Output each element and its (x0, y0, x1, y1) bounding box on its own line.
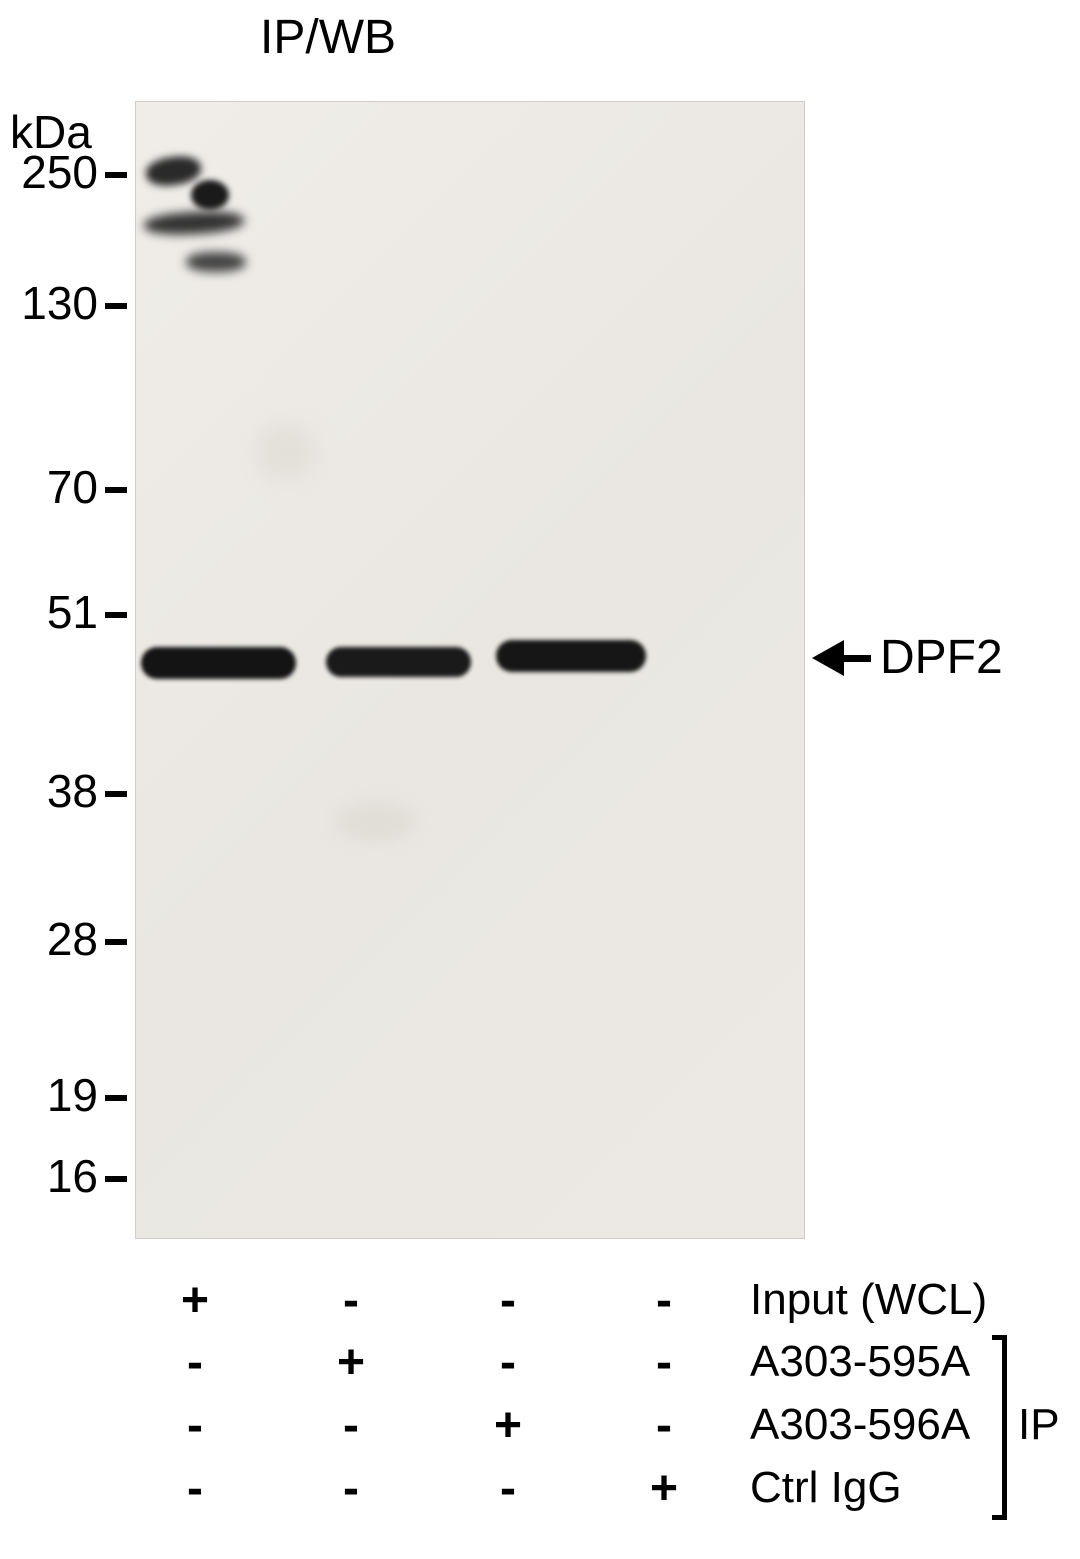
mw-tickmark (105, 612, 127, 618)
blot-noise (336, 802, 416, 842)
nonspecific-band (144, 153, 202, 188)
dpf2-band-lane1 (141, 647, 296, 679)
ip-bracket (1002, 1335, 1007, 1520)
mw-tick-70: 70 (8, 460, 98, 514)
nonspecific-band (186, 252, 246, 272)
ip-bracket-tick (992, 1515, 1004, 1520)
mw-tickmark (105, 303, 127, 309)
mw-tick-130: 130 (8, 276, 98, 330)
mw-tick-28: 28 (8, 912, 98, 966)
legend-symbol: + (326, 1335, 376, 1390)
mw-tickmark (105, 791, 127, 797)
legend-symbol: - (483, 1461, 533, 1516)
legend-symbol: - (639, 1398, 689, 1453)
legend-row-label: Ctrl IgG (750, 1463, 902, 1513)
mw-tick-38: 38 (8, 764, 98, 818)
legend-symbol: - (170, 1461, 220, 1516)
legend-symbol: - (639, 1335, 689, 1390)
mw-tickmark (105, 1095, 127, 1101)
dpf2-band-lane3 (496, 640, 646, 672)
nonspecific-band (143, 209, 244, 236)
legend-symbol: - (326, 1461, 376, 1516)
legend-symbol: - (170, 1335, 220, 1390)
legend-symbol: + (639, 1461, 689, 1516)
dpf2-band-lane2 (326, 647, 471, 677)
legend-row-label: A303-595A (750, 1337, 970, 1387)
nonspecific-band (191, 180, 229, 210)
blot-membrane (135, 101, 805, 1239)
legend-symbol: - (483, 1335, 533, 1390)
legend-symbol: + (170, 1273, 220, 1328)
ip-bracket-tick (992, 1335, 1004, 1340)
legend-symbol: - (483, 1273, 533, 1328)
mw-tick-51: 51 (8, 585, 98, 639)
mw-tick-16: 16 (8, 1149, 98, 1203)
blot-noise (256, 422, 316, 482)
mw-tickmark (105, 172, 127, 178)
target-band-label: DPF2 (880, 630, 1003, 685)
arrow-stem (843, 655, 871, 662)
legend-symbol: - (326, 1273, 376, 1328)
mw-tickmark (105, 1176, 127, 1182)
legend-symbol: - (170, 1398, 220, 1453)
arrow-left-icon (812, 640, 844, 676)
ip-bracket-label: IP (1018, 1400, 1060, 1450)
figure-title: IP/WB (260, 10, 396, 65)
mw-tickmark (105, 939, 127, 945)
mw-tickmark (105, 487, 127, 493)
mw-tick-19: 19 (8, 1068, 98, 1122)
legend-row-label: A303-596A (750, 1400, 970, 1450)
legend-symbol: - (326, 1398, 376, 1453)
legend-symbol: + (483, 1398, 533, 1453)
legend-row-label: Input (WCL) (750, 1275, 987, 1325)
legend-symbol: - (639, 1273, 689, 1328)
mw-tick-250: 250 (8, 145, 98, 199)
